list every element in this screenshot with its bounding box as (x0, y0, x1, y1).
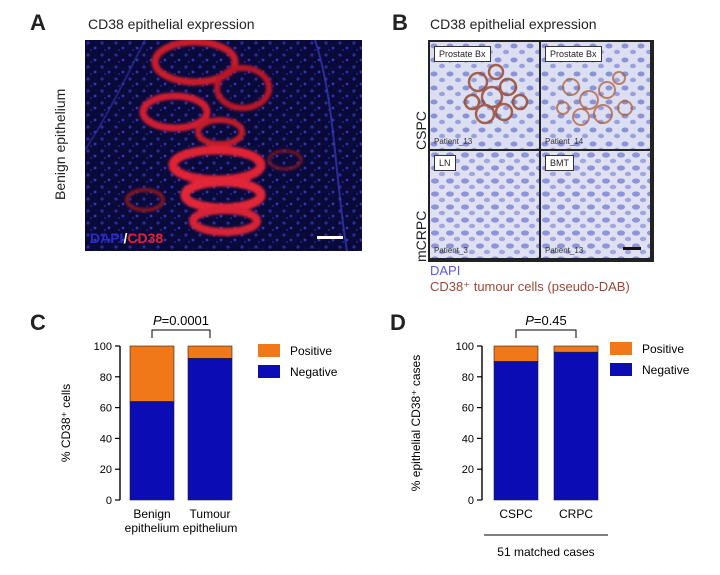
tile-mcrpc-patient13: BMT Patient_13 (541, 151, 650, 258)
panel-a-stain-legend: DAPI/CD38 (90, 230, 163, 246)
panel-b-letter: B (392, 10, 408, 35)
p-label: P (153, 313, 162, 328)
x-tick-label: CRPC (559, 507, 593, 521)
legend-slash: / (123, 230, 128, 246)
legend-label-negative: Negative (642, 363, 690, 377)
y-tick-label: 80 (100, 372, 112, 384)
panel-b-cd38-legend: CD38⁺ tumour cells (pseudo-DAB) (430, 279, 630, 294)
tile-patient-id: Patient_14 (545, 137, 584, 146)
y-axis-label: % epithelial CD38⁺ cases (409, 355, 423, 491)
panel-c-letter: C (30, 310, 46, 335)
legend-swatch-negative (258, 365, 280, 378)
dapi-label: DAPI (90, 230, 124, 246)
panel-b-dapi-legend: DAPI (430, 263, 461, 278)
y-tick-label: 40 (100, 433, 112, 445)
bar-positive-1 (553, 345, 599, 353)
bar-positive-0 (493, 345, 539, 362)
y-axis-label: % CD38⁺ cells (59, 384, 73, 462)
tile-patient-id: Patient_3 (434, 246, 468, 255)
panel-a-title: CD38 epithelial expression (88, 16, 255, 32)
y-tick-label: 20 (100, 464, 112, 476)
p-value: =0.0001 (162, 313, 209, 328)
panel-a-micrograph (84, 38, 362, 252)
y-tick-label: 0 (468, 495, 474, 507)
bar-negative-1 (187, 358, 233, 501)
tile-chip: LN (434, 155, 456, 171)
panel-a-letter: A (30, 10, 46, 35)
y-tick-label: 100 (456, 341, 474, 353)
p-value-annotation: P=0.45 (525, 313, 567, 328)
legend-label-negative: Negative (290, 365, 338, 379)
panel-b-grid: Prostate Bx Patient_13 Prostate Bx Patie… (428, 40, 654, 262)
y-tick-label: 80 (462, 372, 474, 384)
panel-d-chart: 0 20 40 60 80 100 % epithelial CD38⁺ cases CSPC… (400, 300, 718, 570)
tile-patient-id: Patient_13 (434, 137, 473, 146)
panel-c-chart: 0 20 40 60 80 100% CD38⁺ cells Benign epitheliu… (40, 300, 360, 570)
bar-positive-1 (187, 345, 233, 359)
legend-swatch-negative (610, 363, 632, 376)
x-tick-label: epithelium (125, 521, 180, 535)
x-tick-label: Tumour (190, 507, 231, 521)
x-tick-label: CSPC (499, 507, 533, 521)
tile-chip: BMT (545, 155, 574, 171)
group-label: 51 matched cases (497, 545, 594, 559)
y-tick-label: 100 (94, 341, 112, 353)
y-tick-label: 0 (106, 495, 112, 507)
x-tick-label: Benign (133, 507, 170, 521)
y-tick-label: 20 (462, 464, 474, 476)
panel-b-title: CD38 epithelial expression (430, 16, 597, 32)
y-tick-label: 60 (100, 403, 112, 415)
tile-chip: Prostate Bx (434, 46, 491, 62)
significance-bracket (151, 329, 211, 338)
cd38-label: CD38 (127, 230, 164, 246)
legend-label-positive: Positive (290, 344, 332, 358)
bar-negative-0 (129, 401, 175, 501)
legend-swatch-positive (610, 342, 632, 355)
tile-patient-id: Patient_13 (545, 246, 584, 255)
tile-chip: Prostate Bx (545, 46, 602, 62)
legend-swatch-positive (258, 344, 280, 357)
tile-cspc-patient13: Prostate Bx Patient_13 (430, 42, 539, 149)
bar-negative-0 (493, 361, 539, 501)
panel-d-letter: D (390, 310, 406, 335)
y-tick-label: 60 (462, 403, 474, 415)
legend-label-positive: Positive (642, 342, 684, 356)
p-value-annotation: P=0.0001 (153, 313, 209, 328)
p-label: P (525, 313, 534, 328)
tile-mcrpc-patient3: LN Patient_3 (430, 151, 539, 258)
bar-positive-0 (129, 345, 175, 402)
significance-bracket (515, 329, 577, 338)
x-tick-label: epithelium (183, 521, 238, 535)
panel-a-side-label: Benign epithelium (52, 88, 68, 200)
y-tick-label: 40 (462, 433, 474, 445)
row-label-cspc: CSPC (413, 111, 429, 150)
bar-negative-1 (553, 351, 599, 501)
p-value: =0.45 (534, 313, 567, 328)
row-label-mcrpc: mCRPC (413, 210, 429, 262)
tile-cspc-patient14: Prostate Bx Patient_14 (541, 42, 650, 149)
